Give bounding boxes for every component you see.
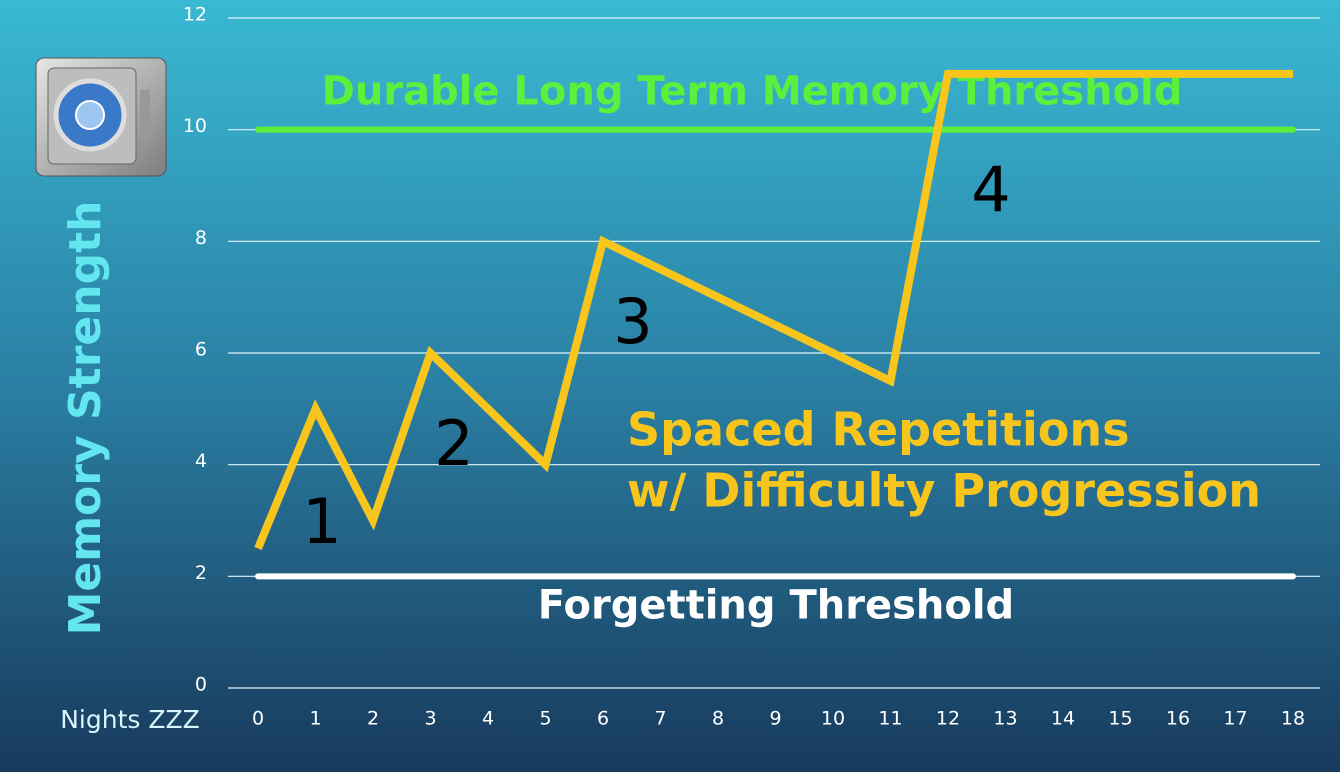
y-tick-label: 2 (195, 562, 207, 584)
y-tick-label: 6 (195, 339, 207, 361)
x-tick-label: 18 (1281, 708, 1305, 730)
safe-icon (35, 57, 167, 177)
line (254, 69, 1293, 550)
x-tick-label: 2 (367, 708, 379, 730)
x-tick-label: 16 (1166, 708, 1190, 730)
x-tick-label: 1 (309, 708, 321, 730)
y-tick-label: 10 (183, 115, 207, 137)
y-tick-label: 4 (195, 450, 207, 472)
threshold-label: Forgetting Threshold (538, 582, 1014, 628)
y-tick-label: 12 (183, 4, 207, 26)
x-tick-label: 4 (482, 708, 494, 730)
annotation: w/ Difficulty Progression (627, 464, 1261, 518)
x-tick-label: 3 (424, 708, 436, 730)
x-tick-label: 11 (878, 708, 902, 730)
x-tick-label: 15 (1108, 708, 1132, 730)
x-tick-label: 6 (597, 708, 609, 730)
y-tick-label: 8 (195, 227, 207, 249)
y-axis-label: Memory Strength (60, 201, 111, 636)
x-tick-label: 0 (252, 708, 264, 730)
annotation: 1 (302, 485, 341, 558)
x-tick-label: 13 (993, 708, 1017, 730)
x-tick-label: 12 (936, 708, 960, 730)
x-tick-label: 9 (769, 708, 781, 730)
annotation: 4 (971, 153, 1010, 226)
x-axis-label: Nights ZZZ (60, 705, 200, 734)
annotation: 2 (434, 407, 473, 480)
x-tick-label: 7 (654, 708, 666, 730)
x-tick-label: 10 (821, 708, 845, 730)
x-tick-label: 17 (1223, 708, 1247, 730)
annotation: 3 (613, 285, 652, 358)
y-tick-label: 0 (195, 674, 207, 696)
annotation: Spaced Repetitions (627, 403, 1130, 457)
x-tick-label: 8 (712, 708, 724, 730)
x-tick-label: 14 (1051, 708, 1075, 730)
x-tick-label: 5 (539, 708, 551, 730)
